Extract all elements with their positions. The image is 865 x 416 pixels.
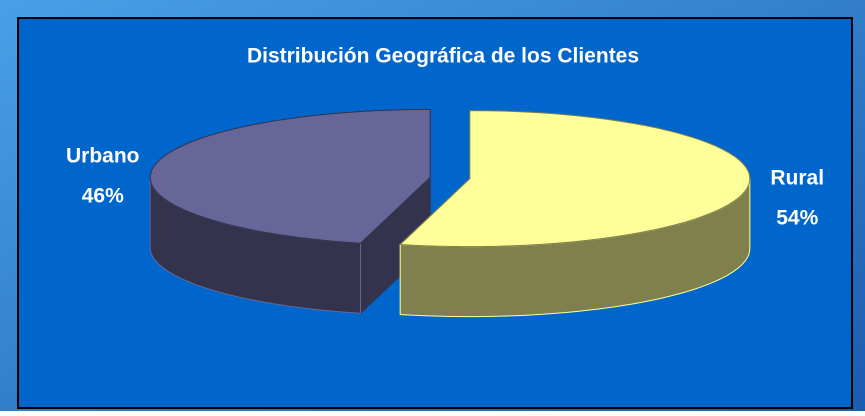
slice [149,108,431,244]
slice-label: Urbano [66,145,140,168]
slice [399,110,751,248]
value-label: 46% [82,185,124,208]
slice-label: Rural [770,167,824,190]
chart-title: Distribución Geográfica de los Clientes [247,45,639,68]
value-label: 54% [776,207,818,230]
